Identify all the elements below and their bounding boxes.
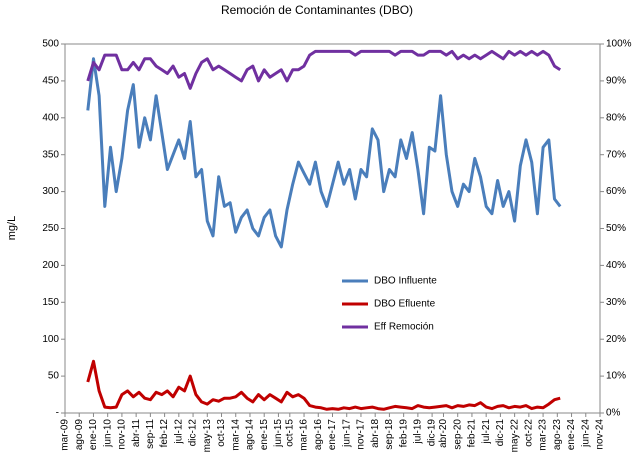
series-line <box>86 49 562 90</box>
x-tick-label: abr-11 <box>131 419 142 448</box>
x-tick-label: jul-12 <box>173 419 184 445</box>
x-tick-label: ene-10 <box>88 419 99 451</box>
y-tick-label: 500 <box>42 39 59 50</box>
x-tick-label: feb-12 <box>159 419 170 448</box>
x-tick-label: dic-21 <box>495 419 506 447</box>
x-tick-label: feb-19 <box>398 419 409 448</box>
y2-tick-label: 50% <box>606 223 626 234</box>
series-line <box>86 57 562 249</box>
x-tick-label: ago-14 <box>245 419 256 451</box>
x-tick-label: abr-20 <box>438 419 449 448</box>
y-tick-label: 50 <box>48 371 60 382</box>
x-tick-label: ene-17 <box>327 419 338 451</box>
x-tick-label: mar-16 <box>299 419 310 451</box>
y-tick-label: 450 <box>42 76 59 87</box>
y2-tick-label: 40% <box>606 260 626 271</box>
y2-tick-label: 10% <box>606 371 626 382</box>
legend-label: DBO Efluente <box>374 299 436 310</box>
x-tick-label: oct-22 <box>523 419 534 447</box>
y-tick-label: 400 <box>42 112 59 123</box>
x-tick-label: mar-09 <box>60 419 71 451</box>
x-tick-label: dic-19 <box>427 419 438 447</box>
x-tick-label: ago-09 <box>74 419 85 451</box>
x-tick-label: sep-11 <box>145 419 156 449</box>
x-tick-label: feb-21 <box>467 419 478 448</box>
x-tick-label: abr-18 <box>370 419 381 448</box>
y-axis-label: mg/L <box>6 216 18 240</box>
x-tick-label: ago-16 <box>313 419 324 451</box>
x-tick-label: ago-23 <box>552 419 563 451</box>
x-tick-label: may-13 <box>202 419 213 453</box>
y-tick-label: 100 <box>42 334 59 345</box>
series-line <box>86 359 561 411</box>
y-tick-label: 300 <box>42 186 59 197</box>
x-tick-label: ene-24 <box>566 419 577 451</box>
x-tick-label: jun-10 <box>102 419 113 448</box>
x-tick-label: mar-14 <box>230 419 241 451</box>
y2-tick-label: 60% <box>606 186 626 197</box>
y-tick-label: - <box>56 408 59 419</box>
x-tick-label: jun-15 <box>273 419 284 448</box>
plot-frame <box>64 43 601 414</box>
x-tick-label: dic-12 <box>188 419 199 447</box>
x-tick-label: mar-23 <box>538 419 549 451</box>
y-tick-label: 150 <box>42 297 59 308</box>
y2-tick-label: 70% <box>606 149 626 160</box>
x-tick-label: may-22 <box>509 419 520 453</box>
x-tick-label: jul-19 <box>413 419 424 445</box>
x-tick-label: jun-17 <box>341 419 352 448</box>
x-tick-label: sep-18 <box>384 419 395 450</box>
x-tick-label: nov-10 <box>117 419 128 450</box>
y2-tick-label: 100% <box>606 39 632 50</box>
y2-tick-label: 30% <box>606 297 626 308</box>
y2-tick-label: 80% <box>606 112 626 123</box>
y2-tick-label: 20% <box>606 334 626 345</box>
x-tick-label: nov-17 <box>356 419 367 450</box>
legend-label: DBO Influente <box>374 276 437 287</box>
y-tick-label: 250 <box>42 223 59 234</box>
y-tick-label: 350 <box>42 149 59 160</box>
x-tick-label: nov-24 <box>595 419 606 450</box>
chart-title: Remoción de Contaminantes (DBO) <box>221 3 413 17</box>
x-tick-label: ene-15 <box>259 419 270 451</box>
x-tick-label: sep-20 <box>452 419 463 450</box>
x-tick-label: jun-24 <box>580 419 591 448</box>
x-tick-label: jul-21 <box>481 419 492 445</box>
y2-tick-label: 90% <box>606 76 626 87</box>
y2-tick-label: 0% <box>606 408 621 419</box>
y-tick-label: 200 <box>42 260 59 271</box>
x-tick-label: oct-13 <box>216 419 227 447</box>
x-tick-label: oct-15 <box>284 419 295 447</box>
legend-label: Eff Remoción <box>374 322 434 333</box>
